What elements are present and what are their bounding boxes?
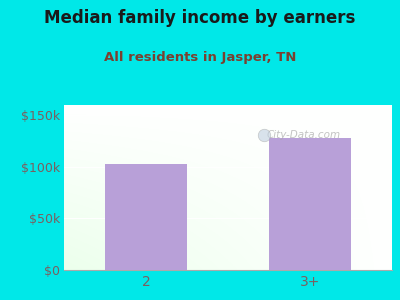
Text: Median family income by earners: Median family income by earners: [44, 9, 356, 27]
Text: All residents in Jasper, TN: All residents in Jasper, TN: [104, 51, 296, 64]
Text: City-Data.com: City-Data.com: [266, 130, 340, 140]
Bar: [269, 138, 351, 270]
Bar: [105, 164, 187, 270]
